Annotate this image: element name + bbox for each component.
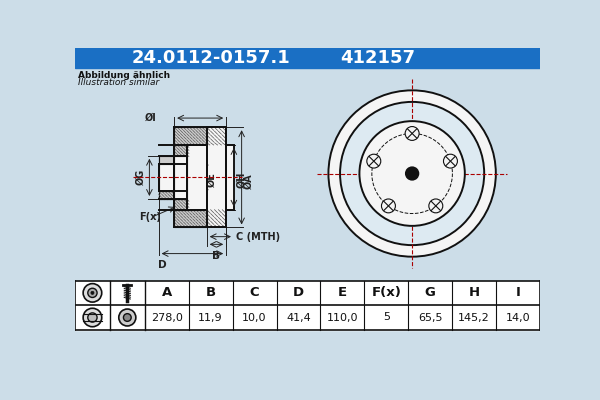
Circle shape [83,308,102,327]
Circle shape [119,309,136,326]
Text: G: G [425,286,436,299]
Bar [174,210,207,228]
Text: C (MTH): C (MTH) [236,232,280,242]
Bar [158,191,174,199]
Circle shape [91,291,94,294]
Text: 110,0: 110,0 [326,312,358,322]
Text: F(x): F(x) [139,212,161,222]
Text: A: A [161,286,172,299]
Text: 278,0: 278,0 [151,312,182,322]
Text: ØE: ØE [207,172,217,187]
Text: C: C [250,286,259,299]
Circle shape [406,167,418,180]
Bar [226,145,234,210]
Bar [174,145,187,210]
Bar [187,145,207,210]
Text: 24.0112-0157.1: 24.0112-0157.1 [131,49,290,67]
Bar [158,156,187,199]
Text: ØI: ØI [145,113,157,123]
Circle shape [367,154,381,168]
Text: H: H [469,286,479,299]
Text: F(x): F(x) [371,286,401,299]
Circle shape [443,154,457,168]
Circle shape [124,314,131,321]
Bar [174,127,207,145]
Text: Ø106: Ø106 [421,192,448,201]
Circle shape [328,90,496,257]
Text: ØH: ØH [236,172,246,188]
Circle shape [359,121,465,226]
Circle shape [405,126,419,140]
Bar [75,280,540,330]
Text: ØG: ØG [136,169,146,186]
Bar [75,48,540,68]
Text: 41,4: 41,4 [286,312,311,322]
Bar [158,156,174,164]
Circle shape [88,313,97,322]
Text: 65,5: 65,5 [418,312,442,322]
Text: 145,2: 145,2 [458,312,490,322]
Text: Abbildung ähnlich: Abbildung ähnlich [78,71,170,80]
Text: 5: 5 [383,312,390,322]
Bar [158,164,174,191]
Text: 412157: 412157 [340,49,415,67]
Circle shape [88,288,97,298]
Text: 11,9: 11,9 [199,312,223,322]
Circle shape [83,284,102,302]
Text: E: E [338,286,347,299]
Circle shape [382,199,395,213]
Text: I: I [515,286,520,299]
Text: Illustration similar: Illustration similar [78,78,160,87]
Text: B: B [206,286,215,299]
Bar [174,145,187,156]
Bar [174,199,187,210]
Text: B: B [212,250,220,260]
Text: ØA: ØA [244,173,254,189]
Text: 10,0: 10,0 [242,312,267,322]
Text: D: D [158,260,167,270]
Bar [207,127,226,228]
Circle shape [429,199,443,213]
Text: D: D [293,286,304,299]
Text: 14,0: 14,0 [506,312,530,322]
Circle shape [340,102,484,245]
Bar [158,164,187,191]
Text: Ø6,4: Ø6,4 [416,211,440,220]
